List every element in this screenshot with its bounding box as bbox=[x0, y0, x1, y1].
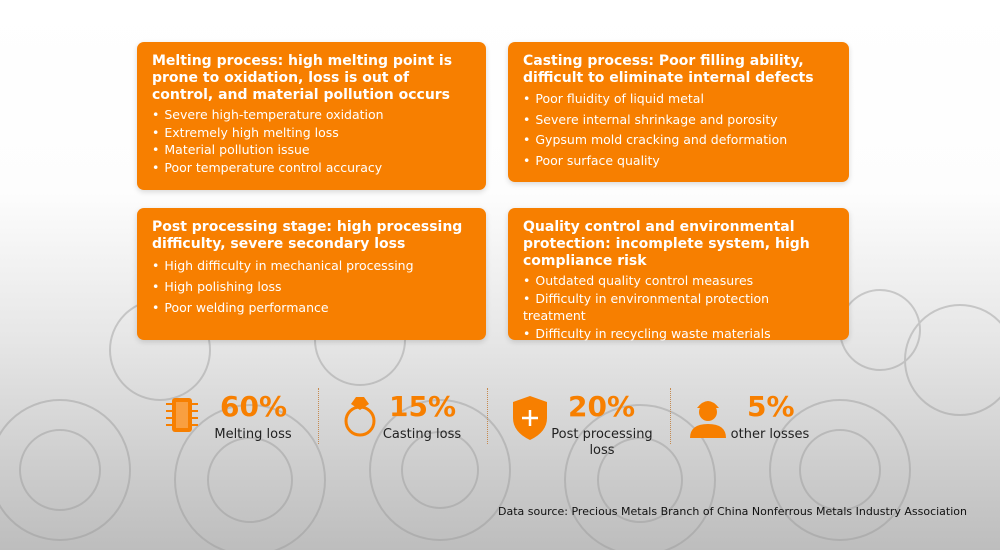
card-title: Casting process: Poor filling ability, d… bbox=[523, 53, 814, 86]
card: Casting process: Poor filling ability, d… bbox=[508, 42, 849, 182]
card-item: High polishing loss bbox=[152, 276, 472, 297]
stat-value: 60% bbox=[220, 390, 288, 423]
card-title: Post processing stage: high processing d… bbox=[152, 219, 463, 252]
stat-label: Post processing loss bbox=[551, 427, 653, 458]
stat-value: 20% bbox=[568, 390, 636, 423]
data-source: Data source: Precious Metals Branch of C… bbox=[497, 505, 967, 518]
stat-label: Melting loss bbox=[214, 427, 292, 442]
ring-icon bbox=[344, 405, 376, 437]
card-item: High difficulty in mechanical processing bbox=[152, 255, 472, 276]
card-item: Gypsum mold cracking and deformation bbox=[523, 130, 835, 151]
card-item: Difficulty in environmental protection t… bbox=[523, 290, 835, 325]
separator bbox=[487, 388, 488, 444]
card: Post processing stage: high processing d… bbox=[137, 208, 486, 340]
card: Quality control and environmental protec… bbox=[508, 208, 849, 342]
card-list: High difficulty in mechanical processing… bbox=[152, 255, 472, 318]
stat-label: other losses bbox=[730, 427, 810, 442]
card-item: Severe high-temperature oxidation bbox=[152, 106, 472, 124]
card-item: Poor temperature control accuracy bbox=[152, 159, 472, 177]
card-item: Difficulty in recycling waste materials bbox=[523, 325, 835, 343]
card-title: Melting process: high melting point is p… bbox=[152, 53, 453, 103]
card-list: Outdated quality control measuresDifficu… bbox=[523, 272, 835, 342]
stat-value: 5% bbox=[747, 390, 795, 423]
card-item: Poor welding performance bbox=[152, 297, 472, 318]
stat-label: Casting loss bbox=[382, 427, 462, 442]
card-item: Poor surface quality bbox=[523, 151, 835, 172]
card-item: Material pollution issue bbox=[152, 141, 472, 159]
stat-value: 15% bbox=[389, 390, 457, 423]
chip-icon bbox=[172, 398, 192, 432]
card-item: Severe internal shrinkage and porosity bbox=[523, 110, 835, 131]
card-item: Poor fluidity of liquid metal bbox=[523, 89, 835, 110]
card: Melting process: high melting point is p… bbox=[137, 42, 486, 190]
separator bbox=[318, 388, 319, 444]
card-list: Severe high-temperature oxidationExtreme… bbox=[152, 106, 472, 176]
card-list: Poor fluidity of liquid metalSevere inte… bbox=[523, 89, 835, 171]
card-item: Extremely high melting loss bbox=[152, 124, 472, 142]
card-item: Outdated quality control measures bbox=[523, 272, 835, 290]
card-title: Quality control and environmental protec… bbox=[523, 219, 810, 269]
separator bbox=[670, 388, 671, 444]
